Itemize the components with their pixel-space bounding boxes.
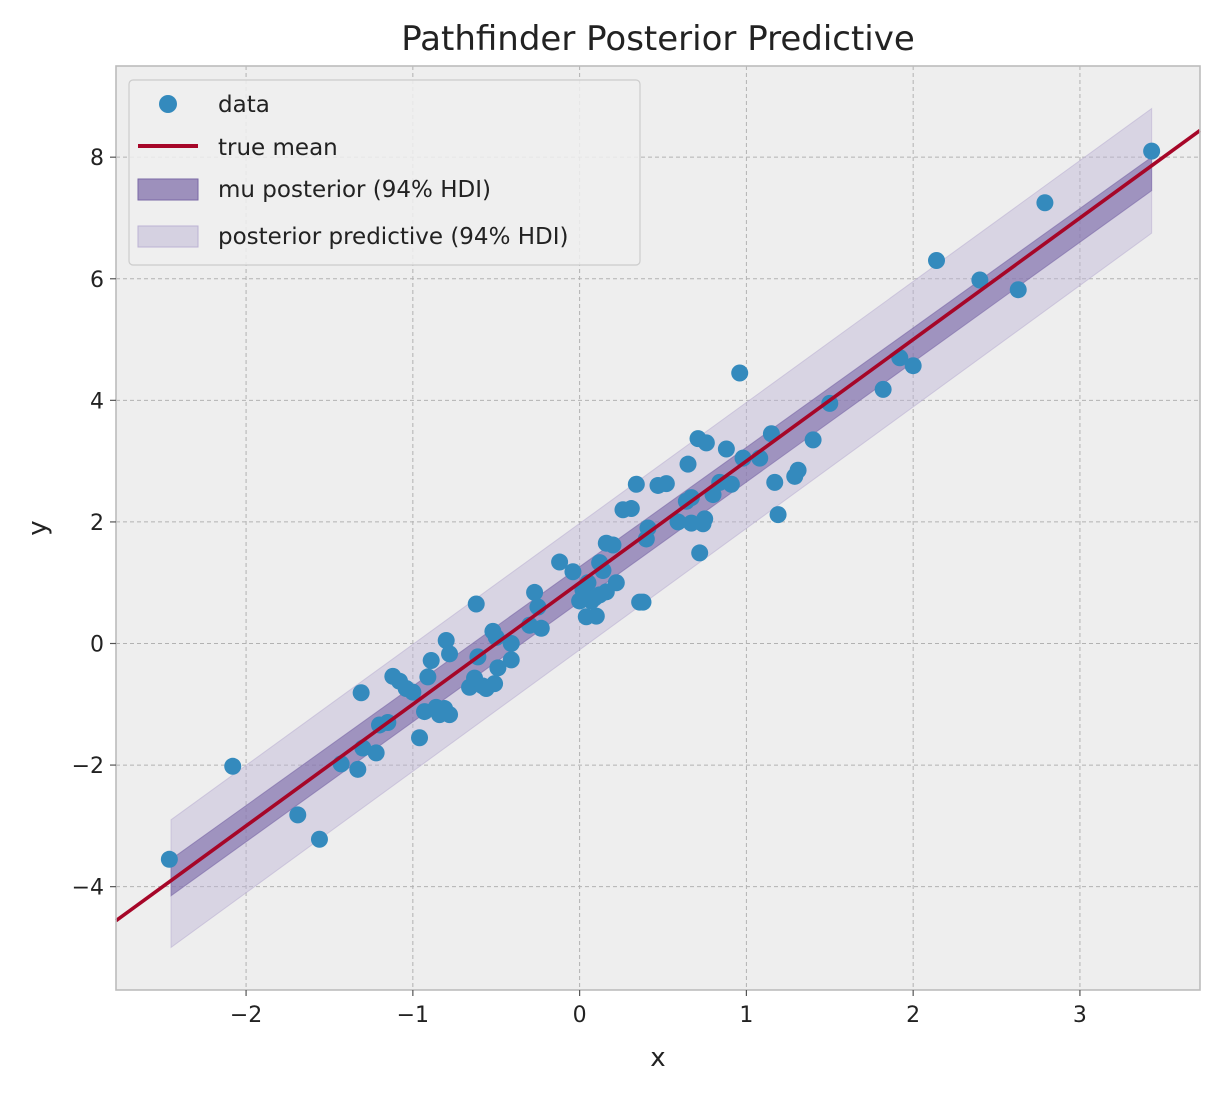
data-point bbox=[1036, 194, 1054, 212]
data-point bbox=[502, 635, 520, 652]
legend-true-mean-label: true mean bbox=[218, 135, 338, 161]
data-point bbox=[696, 510, 714, 528]
data-point bbox=[731, 364, 749, 382]
data-point bbox=[310, 830, 328, 848]
data-point bbox=[682, 489, 700, 507]
data-point bbox=[789, 461, 807, 479]
data-point bbox=[551, 553, 569, 571]
data-point bbox=[971, 271, 989, 289]
data-point bbox=[1009, 281, 1027, 299]
data-point bbox=[502, 651, 520, 669]
data-point bbox=[411, 729, 429, 747]
data-points-layer bbox=[160, 142, 1161, 868]
legend-box bbox=[128, 79, 641, 266]
y-tick-label: 2 bbox=[90, 511, 104, 536]
legend: data true mean mu posterior (94% HDI) po… bbox=[128, 79, 641, 266]
data-point bbox=[419, 668, 437, 686]
x-tick-label: 2 bbox=[906, 1003, 920, 1028]
data-point bbox=[467, 595, 485, 613]
x-tick-label: 0 bbox=[573, 1003, 587, 1028]
data-point bbox=[352, 684, 370, 702]
x-tick-label: 1 bbox=[739, 1003, 753, 1028]
data-point bbox=[627, 475, 645, 493]
y-tick-label: −4 bbox=[72, 876, 104, 901]
data-point bbox=[489, 659, 507, 677]
data-point bbox=[766, 473, 784, 491]
y-axis-label: y bbox=[23, 520, 53, 535]
y-tick-label: 8 bbox=[90, 146, 104, 171]
data-point bbox=[804, 431, 822, 449]
y-axis-ticks: −4 −2 0 2 4 6 8 bbox=[72, 146, 116, 901]
data-point bbox=[717, 440, 735, 458]
legend-pp-band-label: posterior predictive (94% HDI) bbox=[218, 224, 569, 250]
y-tick-label: −2 bbox=[72, 754, 104, 779]
x-axis-label: x bbox=[650, 1043, 665, 1073]
data-point bbox=[679, 455, 697, 473]
data-point bbox=[404, 683, 422, 701]
legend-data-label: data bbox=[218, 92, 270, 118]
data-point bbox=[422, 652, 440, 670]
y-tick-label: 4 bbox=[90, 389, 104, 414]
data-point bbox=[722, 475, 740, 493]
data-point bbox=[532, 619, 550, 637]
data-point bbox=[526, 583, 544, 601]
data-point bbox=[224, 757, 242, 775]
data-point bbox=[657, 475, 675, 493]
data-point bbox=[441, 645, 459, 663]
data-point bbox=[604, 536, 622, 554]
data-point bbox=[634, 593, 652, 611]
data-point bbox=[349, 760, 367, 778]
chart-title: Pathfinder Posterior Predictive bbox=[401, 19, 915, 59]
data-point bbox=[437, 631, 455, 649]
x-tick-label: −1 bbox=[397, 1003, 429, 1028]
y-tick-label: 6 bbox=[90, 268, 104, 293]
data-point bbox=[441, 706, 459, 724]
legend-mu-band-swatch bbox=[137, 178, 199, 201]
data-point bbox=[904, 357, 922, 375]
data-point bbox=[289, 806, 307, 824]
data-point bbox=[486, 675, 504, 693]
data-point bbox=[697, 434, 715, 452]
data-point bbox=[1143, 142, 1161, 160]
data-point bbox=[160, 850, 178, 868]
legend-data-marker bbox=[159, 95, 177, 113]
legend-pp-band-swatch bbox=[137, 225, 199, 248]
x-axis-ticks: −2 −1 0 1 2 3 bbox=[230, 990, 1087, 1028]
data-point bbox=[669, 513, 687, 531]
true-mean-line-layer bbox=[114, 128, 1202, 923]
data-point bbox=[769, 506, 787, 524]
data-point bbox=[928, 252, 946, 270]
data-point bbox=[622, 500, 640, 518]
y-tick-label: 0 bbox=[90, 633, 104, 658]
data-point bbox=[691, 544, 709, 562]
plot-frame bbox=[115, 65, 1201, 991]
legend-mu-band-label: mu posterior (94% HDI) bbox=[218, 177, 491, 203]
data-point bbox=[367, 744, 385, 762]
data-point bbox=[594, 562, 612, 580]
data-point bbox=[639, 519, 657, 537]
data-point bbox=[564, 563, 582, 581]
x-tick-label: 3 bbox=[1073, 1003, 1087, 1028]
true-mean-line bbox=[114, 128, 1202, 923]
x-tick-label: −2 bbox=[230, 1003, 262, 1028]
data-point bbox=[874, 380, 892, 398]
data-point bbox=[607, 574, 625, 592]
data-point bbox=[587, 607, 605, 625]
